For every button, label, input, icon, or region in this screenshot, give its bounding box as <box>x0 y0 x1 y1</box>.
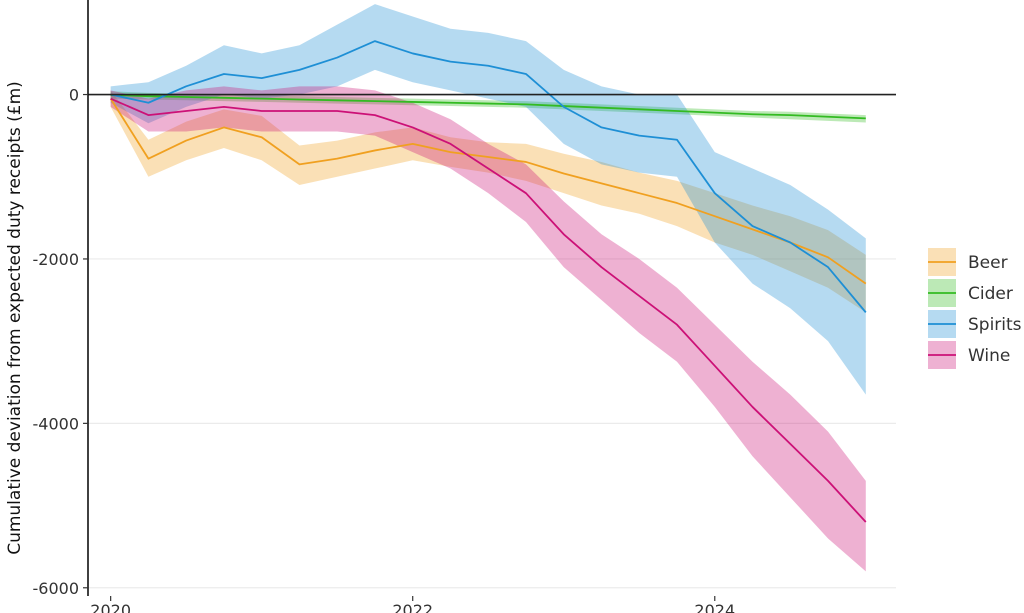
cider-line <box>110 94 866 120</box>
y-tick-label: 0 <box>69 86 79 105</box>
legend-label-wine: Wine <box>968 346 1010 366</box>
legend-label-beer: Beer <box>968 253 1008 273</box>
spirits-band <box>110 4 866 395</box>
beer-band <box>110 90 866 313</box>
spirits-line <box>110 40 867 313</box>
legend: Beer Cider Spirits Wine <box>928 248 1022 369</box>
beer-line <box>109 98 867 285</box>
series-lines <box>109 40 867 523</box>
y-tick-label: -6000 <box>33 579 80 598</box>
gridlines <box>88 258 896 589</box>
wine-band <box>110 86 866 572</box>
legend-label-spirits: Spirits <box>968 315 1022 335</box>
y-tick-label: -4000 <box>33 414 80 433</box>
x-tick-label: 2022 <box>392 601 433 613</box>
wine-line <box>110 97 867 523</box>
x-tick-label: 2020 <box>90 601 131 613</box>
y-axis-ticks: 0 -2000 -4000 -6000 <box>33 86 88 598</box>
x-tick-label: 2024 <box>694 601 735 613</box>
confidence-bands <box>110 4 866 572</box>
y-tick-label: -2000 <box>33 250 80 269</box>
x-axis-ticks: 2020 2022 2024 <box>90 596 735 613</box>
y-axis-title: Cumulative deviation from expected duty … <box>5 81 25 555</box>
legend-label-cider: Cider <box>968 284 1013 304</box>
